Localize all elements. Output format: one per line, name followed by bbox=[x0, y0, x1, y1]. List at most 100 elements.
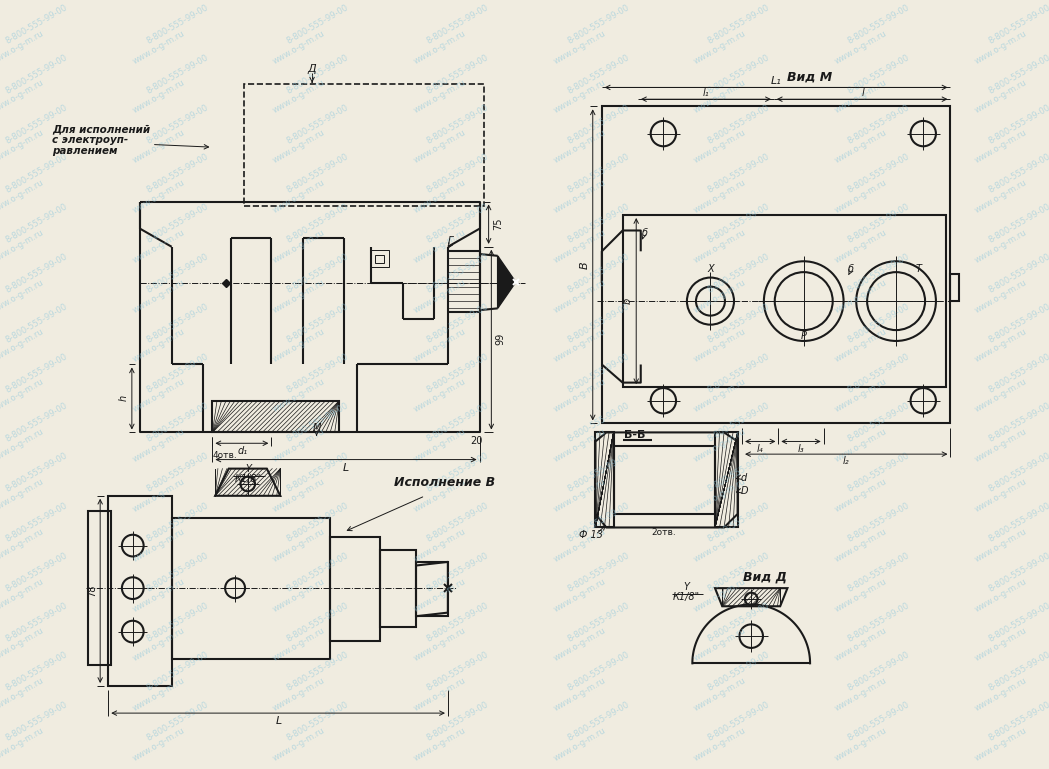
Text: 8-800-555-99-00: 8-800-555-99-00 bbox=[425, 3, 490, 46]
Text: 8-800-555-99-00: 8-800-555-99-00 bbox=[425, 351, 490, 394]
Text: 8-800-555-99-00: 8-800-555-99-00 bbox=[987, 501, 1049, 544]
Text: Т: Т bbox=[916, 265, 922, 275]
Text: 8-800-555-99-00: 8-800-555-99-00 bbox=[847, 152, 912, 195]
Text: www.o-g-m.ru: www.o-g-m.ru bbox=[131, 178, 187, 215]
Text: б: б bbox=[848, 265, 854, 275]
Text: 8-800-555-99-00: 8-800-555-99-00 bbox=[987, 401, 1049, 444]
Text: h: h bbox=[119, 395, 129, 401]
Text: www.o-g-m.ru: www.o-g-m.ru bbox=[973, 477, 1028, 514]
Text: 8-800-555-99-00: 8-800-555-99-00 bbox=[565, 601, 630, 644]
Text: 8-800-555-99-00: 8-800-555-99-00 bbox=[425, 301, 490, 345]
Text: www.o-g-m.ru: www.o-g-m.ru bbox=[411, 576, 467, 614]
Text: www.o-g-m.ru: www.o-g-m.ru bbox=[131, 28, 187, 65]
Text: www.o-g-m.ru: www.o-g-m.ru bbox=[552, 228, 607, 265]
Text: L: L bbox=[276, 716, 282, 726]
Text: 8-800-555-99-00: 8-800-555-99-00 bbox=[565, 152, 630, 195]
Text: 8-800-555-99-00: 8-800-555-99-00 bbox=[987, 202, 1049, 245]
Text: www.o-g-m.ru: www.o-g-m.ru bbox=[0, 328, 46, 365]
Text: D: D bbox=[741, 486, 748, 496]
Text: www.o-g-m.ru: www.o-g-m.ru bbox=[131, 278, 187, 315]
Text: 8-800-555-99-00: 8-800-555-99-00 bbox=[285, 501, 350, 544]
Text: 8-800-555-99-00: 8-800-555-99-00 bbox=[285, 351, 350, 394]
Text: www.o-g-m.ru: www.o-g-m.ru bbox=[272, 128, 326, 165]
Text: www.o-g-m.ru: www.o-g-m.ru bbox=[833, 28, 889, 65]
Text: 8-800-555-99-00: 8-800-555-99-00 bbox=[145, 202, 210, 245]
Text: www.o-g-m.ru: www.o-g-m.ru bbox=[272, 427, 326, 464]
Text: www.o-g-m.ru: www.o-g-m.ru bbox=[973, 178, 1028, 215]
Text: www.o-g-m.ru: www.o-g-m.ru bbox=[973, 228, 1028, 265]
Text: www.o-g-m.ru: www.o-g-m.ru bbox=[272, 78, 326, 115]
Text: www.o-g-m.ru: www.o-g-m.ru bbox=[411, 228, 467, 265]
Text: www.o-g-m.ru: www.o-g-m.ru bbox=[131, 576, 187, 614]
Text: 8-800-555-99-00: 8-800-555-99-00 bbox=[425, 551, 490, 594]
Text: www.o-g-m.ru: www.o-g-m.ru bbox=[833, 477, 889, 514]
Text: 8-800-555-99-00: 8-800-555-99-00 bbox=[4, 501, 69, 544]
Text: www.o-g-m.ru: www.o-g-m.ru bbox=[833, 626, 889, 664]
Text: www.o-g-m.ru: www.o-g-m.ru bbox=[692, 328, 748, 365]
Text: К1/8": К1/8" bbox=[672, 592, 700, 602]
Text: www.o-g-m.ru: www.o-g-m.ru bbox=[131, 676, 187, 713]
Text: 8-800-555-99-00: 8-800-555-99-00 bbox=[987, 102, 1049, 145]
Text: 8-800-555-99-00: 8-800-555-99-00 bbox=[425, 451, 490, 494]
Text: 8-800-555-99-00: 8-800-555-99-00 bbox=[285, 701, 350, 743]
Text: 8-800-555-99-00: 8-800-555-99-00 bbox=[987, 601, 1049, 644]
Text: 8-800-555-99-00: 8-800-555-99-00 bbox=[847, 501, 912, 544]
Text: www.o-g-m.ru: www.o-g-m.ru bbox=[973, 576, 1028, 614]
Text: 8-800-555-99-00: 8-800-555-99-00 bbox=[847, 252, 912, 295]
Text: www.o-g-m.ru: www.o-g-m.ru bbox=[272, 477, 326, 514]
Text: Y: Y bbox=[683, 582, 689, 592]
Text: 8-800-555-99-00: 8-800-555-99-00 bbox=[565, 451, 630, 494]
Text: l₂: l₂ bbox=[843, 456, 850, 466]
Text: 8-800-555-99-00: 8-800-555-99-00 bbox=[706, 202, 771, 245]
Text: www.o-g-m.ru: www.o-g-m.ru bbox=[411, 178, 467, 215]
Text: 8-800-555-99-00: 8-800-555-99-00 bbox=[706, 601, 771, 644]
Text: 8-800-555-99-00: 8-800-555-99-00 bbox=[987, 301, 1049, 345]
Text: Б-Б: Б-Б bbox=[624, 430, 646, 440]
Text: www.o-g-m.ru: www.o-g-m.ru bbox=[973, 427, 1028, 464]
Text: www.o-g-m.ru: www.o-g-m.ru bbox=[973, 726, 1028, 763]
Text: www.o-g-m.ru: www.o-g-m.ru bbox=[411, 626, 467, 664]
Text: 8-800-555-99-00: 8-800-555-99-00 bbox=[285, 451, 350, 494]
Text: www.o-g-m.ru: www.o-g-m.ru bbox=[973, 28, 1028, 65]
Text: www.o-g-m.ru: www.o-g-m.ru bbox=[131, 377, 187, 414]
Text: www.o-g-m.ru: www.o-g-m.ru bbox=[833, 676, 889, 713]
Text: 8-800-555-99-00: 8-800-555-99-00 bbox=[285, 252, 350, 295]
Text: www.o-g-m.ru: www.o-g-m.ru bbox=[552, 726, 607, 763]
Text: 8-800-555-99-00: 8-800-555-99-00 bbox=[285, 601, 350, 644]
Text: 8-800-555-99-00: 8-800-555-99-00 bbox=[4, 551, 69, 594]
Text: 8-800-555-99-00: 8-800-555-99-00 bbox=[145, 451, 210, 494]
Text: 8-800-555-99-00: 8-800-555-99-00 bbox=[847, 551, 912, 594]
Text: 8-800-555-99-00: 8-800-555-99-00 bbox=[4, 601, 69, 644]
Text: 99: 99 bbox=[495, 333, 506, 345]
Text: Вид Д: Вид Д bbox=[743, 571, 787, 584]
Text: 8-800-555-99-00: 8-800-555-99-00 bbox=[987, 351, 1049, 394]
Text: d₁: d₁ bbox=[237, 445, 248, 455]
Text: 78: 78 bbox=[87, 584, 97, 597]
Text: 8-800-555-99-00: 8-800-555-99-00 bbox=[285, 53, 350, 95]
Text: www.o-g-m.ru: www.o-g-m.ru bbox=[131, 78, 187, 115]
Text: www.o-g-m.ru: www.o-g-m.ru bbox=[0, 28, 46, 65]
Text: www.o-g-m.ru: www.o-g-m.ru bbox=[973, 676, 1028, 713]
Text: 8-800-555-99-00: 8-800-555-99-00 bbox=[4, 351, 69, 394]
Text: 8-800-555-99-00: 8-800-555-99-00 bbox=[285, 152, 350, 195]
Text: Y: Y bbox=[245, 464, 252, 474]
Text: www.o-g-m.ru: www.o-g-m.ru bbox=[692, 178, 748, 215]
Text: равлением: равлением bbox=[52, 146, 117, 156]
Text: www.o-g-m.ru: www.o-g-m.ru bbox=[973, 626, 1028, 664]
Text: 8-800-555-99-00: 8-800-555-99-00 bbox=[565, 351, 630, 394]
Text: 8-800-555-99-00: 8-800-555-99-00 bbox=[706, 301, 771, 345]
Text: www.o-g-m.ru: www.o-g-m.ru bbox=[692, 676, 748, 713]
Text: 8-800-555-99-00: 8-800-555-99-00 bbox=[145, 102, 210, 145]
Text: 8-800-555-99-00: 8-800-555-99-00 bbox=[847, 401, 912, 444]
Text: 8-800-555-99-00: 8-800-555-99-00 bbox=[706, 152, 771, 195]
Text: В: В bbox=[580, 261, 590, 268]
Text: 8-800-555-99-00: 8-800-555-99-00 bbox=[4, 252, 69, 295]
Text: 8-800-555-99-00: 8-800-555-99-00 bbox=[706, 401, 771, 444]
Text: 8-800-555-99-00: 8-800-555-99-00 bbox=[425, 401, 490, 444]
Text: Г: Г bbox=[448, 236, 453, 246]
Text: 8-800-555-99-00: 8-800-555-99-00 bbox=[987, 701, 1049, 743]
Text: www.o-g-m.ru: www.o-g-m.ru bbox=[131, 477, 187, 514]
Text: Вид М: Вид М bbox=[788, 71, 833, 84]
Bar bbox=[950, 274, 959, 301]
Text: www.o-g-m.ru: www.o-g-m.ru bbox=[833, 328, 889, 365]
